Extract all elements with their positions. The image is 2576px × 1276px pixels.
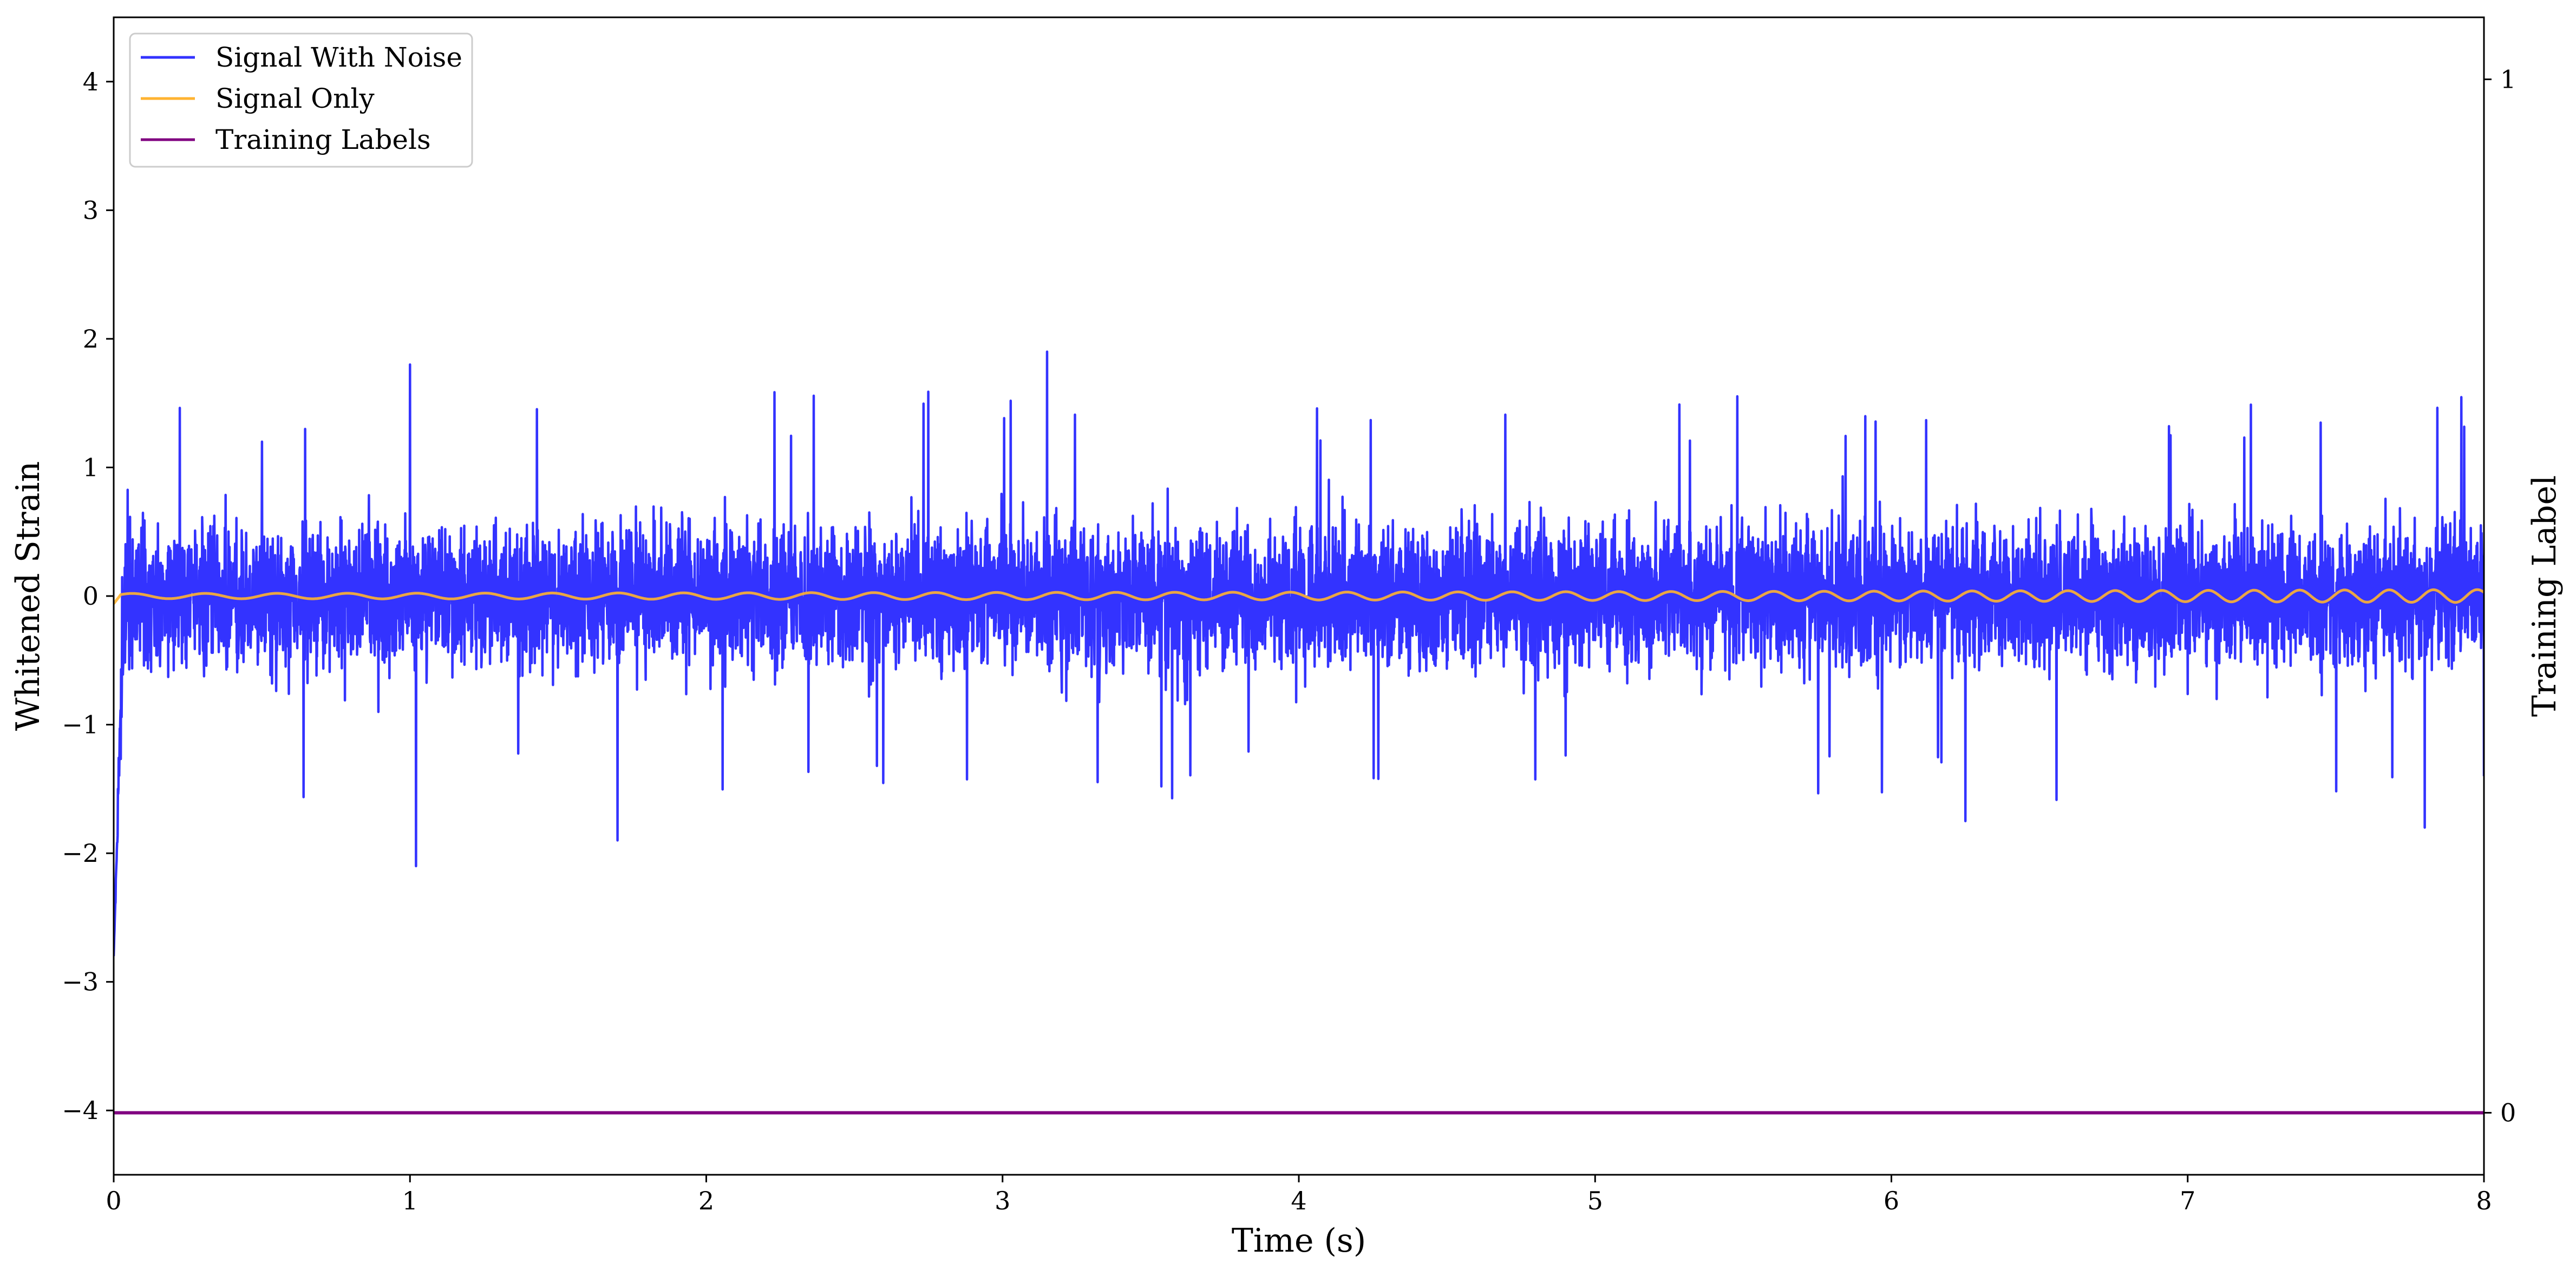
x-tick-label: 1 — [402, 1186, 418, 1215]
y-axis-label: Whitened Strain — [9, 461, 47, 731]
y-tick-label: 4 — [83, 67, 99, 96]
y-tick-label: −4 — [62, 1096, 99, 1125]
x-tick-label: 3 — [995, 1186, 1010, 1215]
y-right-tick-label: 0 — [2500, 1098, 2516, 1127]
plot-area — [114, 350, 2484, 1115]
y-tick-label: 0 — [83, 581, 99, 611]
series-line-signal-only — [114, 588, 2484, 605]
x-tick-label: 0 — [106, 1186, 121, 1215]
legend-entry-label: Signal Only — [215, 83, 375, 114]
y-tick-label: 1 — [83, 453, 99, 482]
legend-box — [129, 32, 473, 168]
x-tick-label: 5 — [1587, 1186, 1603, 1215]
legend-entry-label: Signal With Noise — [215, 42, 462, 73]
x-tick-label: 4 — [1291, 1186, 1306, 1215]
y-right-tick-label: 1 — [2500, 65, 2516, 94]
y-tick-label: 2 — [83, 324, 99, 354]
series-group — [114, 350, 2484, 1115]
y-tick-label: 3 — [83, 195, 99, 225]
axes: 0 1 2 3 4 5 6 7 8 4 3 2 1 0 −1 −2 −3 −4 1 0 — [62, 16, 2516, 1215]
legend: Signal With Noise Signal Only Training Lab… — [129, 32, 473, 168]
x-tick-label: 8 — [2476, 1186, 2492, 1215]
y-tick-label: −3 — [62, 967, 99, 997]
x-tick-label: 2 — [698, 1186, 714, 1215]
y-tick-label: −2 — [62, 839, 99, 868]
x-tick-label: 6 — [1884, 1186, 1899, 1215]
y-axis-right-label: Training Label — [2526, 475, 2564, 717]
series-line-signal-with-noise — [114, 350, 2484, 957]
y-tick-label: −1 — [62, 710, 99, 740]
x-axis-label: Time (s) — [1232, 1222, 1366, 1260]
x-tick-label: 7 — [2180, 1186, 2195, 1215]
legend-entry-label: Training Labels — [215, 124, 431, 155]
